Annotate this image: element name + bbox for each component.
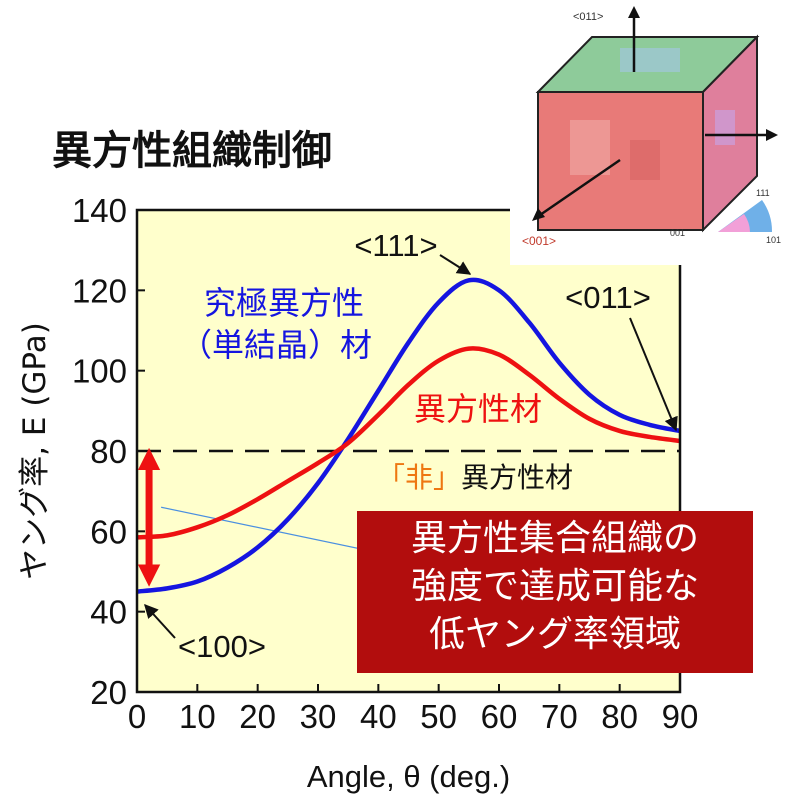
x-tick-label: 60 <box>481 698 518 735</box>
x-tick-label: 30 <box>300 698 337 735</box>
x-tick-label: 90 <box>662 698 699 735</box>
key-label-101: 101 <box>766 235 781 245</box>
non-anisotropic-label-rest: 異方性材 <box>461 461 573 494</box>
non-anisotropic-label: 「非」異方性材 <box>377 461 573 494</box>
x-tick-label: 70 <box>541 698 578 735</box>
key-label-001: 001 <box>670 228 685 238</box>
anisotropic-curve <box>136 346 681 540</box>
annotation-100-arrow <box>144 603 176 639</box>
x-tick-label: 10 <box>179 698 216 735</box>
annotation-011: <011> <box>565 280 651 315</box>
low-youngs-modulus-callout: 異方性集合組織の 強度で達成可能な 低ヤング率領域 <box>357 511 753 673</box>
annotation-011-arrow <box>629 317 678 432</box>
y-tick-label: 80 <box>90 433 127 470</box>
callout-line-2: 強度で達成可能な <box>410 566 699 607</box>
y-tick-label: 140 <box>72 192 127 229</box>
x-tick-label: 20 <box>239 698 276 735</box>
x-tick-label: 40 <box>360 698 397 735</box>
orientation-cube-graphic: <011> <001> 111 001 101 <box>522 6 781 248</box>
y-tick-label: 20 <box>90 674 127 711</box>
single-crystal-label-line2: （単結晶）材 <box>180 326 372 364</box>
x-tick-label: 0 <box>128 698 146 735</box>
key-label-111: 111 <box>756 188 770 198</box>
single-crystal-curve <box>136 277 681 594</box>
grain-patch <box>630 140 660 180</box>
annotation-111: <111> <box>354 228 437 263</box>
label-001: <001> <box>522 234 556 248</box>
label-011: <011> <box>573 11 603 23</box>
anisotropic-label: 異方性材 <box>414 390 542 428</box>
y-tick-label: 100 <box>72 353 127 390</box>
arrowhead <box>766 129 778 141</box>
x-tick-label: 50 <box>420 698 457 735</box>
callout-line-3: 低ヤング率領域 <box>428 614 681 655</box>
arrowhead <box>628 6 640 18</box>
grain-patch <box>715 110 735 145</box>
y-tick-label: 120 <box>72 272 127 309</box>
non-bracket-label: 「非」 <box>377 461 461 494</box>
single-crystal-label-line1: 究極異方性 <box>204 284 364 322</box>
axis-arrow-001 <box>539 158 621 217</box>
arrowhead <box>532 208 545 221</box>
annotation-111-arrow <box>439 254 472 275</box>
annotation-100: <100> <box>178 629 266 664</box>
crystal-orientation-inset: <011> <001> 111 001 101 <box>510 0 787 265</box>
callout-line-1: 異方性集合組織の <box>410 518 699 559</box>
x-axis-label: Angle, θ (deg.) <box>307 759 510 794</box>
grain-patch <box>570 120 610 175</box>
y-tick-label: 60 <box>90 513 127 550</box>
y-tick-label: 40 <box>90 594 127 631</box>
page-title: 異方性組織制御 <box>52 128 332 174</box>
grain-patch <box>620 48 680 72</box>
ipf-color-key-inner <box>718 214 750 232</box>
y-axis-label: ヤング率, E (GPa) <box>17 322 53 580</box>
x-tick-label: 80 <box>601 698 638 735</box>
